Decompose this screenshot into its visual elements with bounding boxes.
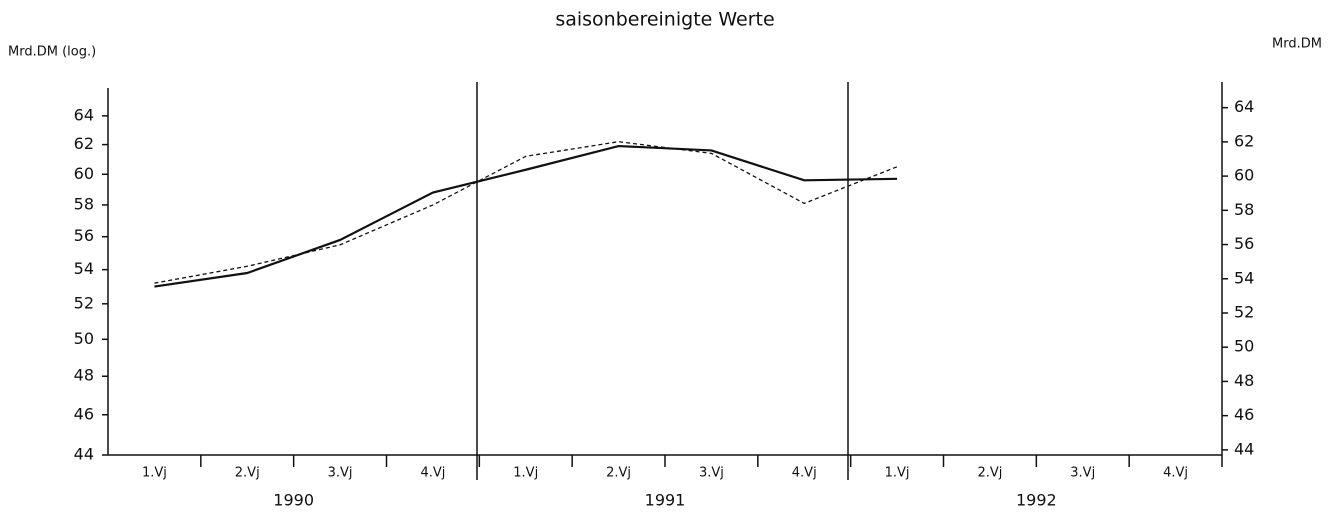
year-label: 1990 — [273, 491, 314, 510]
y2-tick-label: 58 — [1234, 200, 1254, 219]
y2-tick-label: 50 — [1234, 337, 1254, 356]
x-tick-label: 3.Vj — [699, 466, 724, 481]
year-label: 1991 — [645, 491, 686, 510]
y-tick-label: 48 — [74, 366, 94, 385]
y-tick-label: 54 — [74, 259, 94, 278]
x-tick-label: 2.Vj — [606, 466, 631, 481]
y-axis-label: Mrd.DM (log.) — [8, 45, 96, 60]
series-line — [154, 141, 898, 284]
y2-tick-label: 62 — [1234, 131, 1254, 150]
x-tick-label: 4.Vj — [792, 466, 817, 481]
y2-axis-label: Mrd.DM — [1272, 37, 1322, 52]
series-line — [154, 144, 898, 288]
y2-tick-label: 64 — [1234, 97, 1254, 116]
y2-tick-label: 46 — [1234, 405, 1254, 424]
y-tick-label: 50 — [74, 329, 94, 348]
x-tick-label: 4.Vj — [420, 466, 445, 481]
y-tick-label: 52 — [74, 293, 94, 312]
x-tick-label: 3.Vj — [1070, 466, 1095, 481]
y2-tick-label: 56 — [1234, 234, 1254, 253]
x-tick-label: 1.Vj — [142, 466, 167, 481]
y-tick-label: 46 — [74, 404, 94, 423]
y-tick-label: 58 — [74, 194, 94, 213]
y2-tick-label: 48 — [1234, 371, 1254, 390]
chart-title: saisonbereinigte Werte — [555, 9, 774, 31]
x-tick-label: 1.Vj — [885, 466, 910, 481]
x-tick-label: 1.Vj — [513, 466, 538, 481]
x-tick-label: 4.Vj — [1163, 466, 1188, 481]
x-tick-label: 3.Vj — [328, 466, 353, 481]
y-tick-label: 64 — [74, 105, 94, 124]
y-tick-label: 44 — [74, 445, 94, 464]
y2-tick-label: 44 — [1234, 439, 1254, 458]
y-tick-label: 62 — [74, 134, 94, 153]
y-tick-label: 56 — [74, 226, 94, 245]
y2-tick-label: 60 — [1234, 166, 1254, 185]
y2-tick-label: 54 — [1234, 268, 1254, 287]
x-tick-label: 2.Vj — [235, 466, 260, 481]
x-tick-label: 2.Vj — [977, 466, 1002, 481]
y-tick-label: 60 — [74, 164, 94, 183]
y2-tick-label: 52 — [1234, 302, 1254, 321]
year-label: 1992 — [1016, 491, 1057, 510]
